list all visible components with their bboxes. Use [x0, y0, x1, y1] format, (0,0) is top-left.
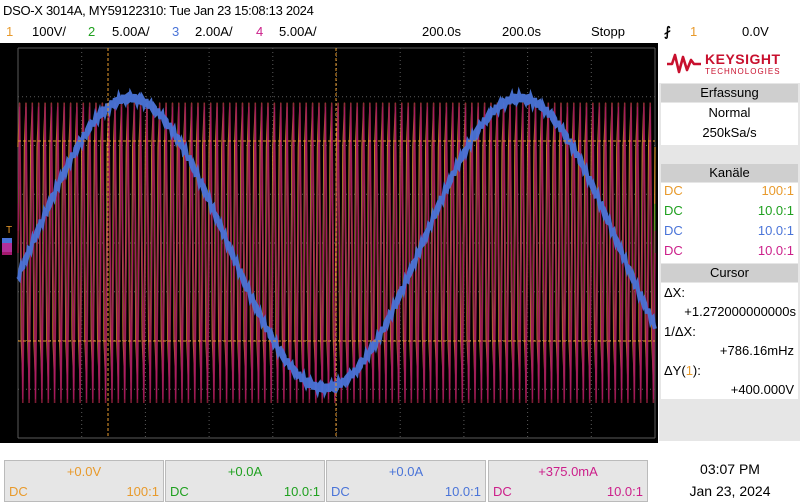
- channel-1-probe-bottom: 100:1: [126, 484, 159, 499]
- delta-x-label: ΔX:: [664, 285, 685, 300]
- keysight-wave-icon: [667, 53, 701, 74]
- ground-marker-1: T: [6, 225, 12, 236]
- time-delay[interactable]: 200.0s: [502, 24, 542, 39]
- channel-3-coupling-bottom: DC: [331, 484, 350, 499]
- trigger-level[interactable]: 0.0V: [742, 24, 769, 39]
- channel-1-offset: +0.0V: [66, 464, 102, 479]
- ch1-scale[interactable]: 100V/: [32, 24, 66, 39]
- delta-y-suffix: ):: [692, 363, 701, 378]
- time-scale[interactable]: 200.0s: [422, 24, 462, 39]
- channel-bar: 1 100V/ 2 5.00A/ 3 2.00A/ 4 5.00A/ 200.0…: [0, 22, 800, 42]
- channels-panel: DC 100:1 DC 10.0:1 DC 10.0:1 DC 10.0:1: [661, 183, 798, 263]
- ch3-number[interactable]: 3: [172, 24, 180, 39]
- inverse-delta-x-value: +786.16mHz: [719, 343, 794, 358]
- channel-4-probe-bottom: 10.0:1: [606, 484, 643, 499]
- channel-3-coupling: DC: [664, 223, 683, 238]
- channel-2-coupling: DC: [664, 203, 683, 218]
- window-title: DSO-X 3014A, MY59122310: Tue Jan 23 15:0…: [3, 3, 314, 18]
- sample-rate: 250kSa/s: [702, 125, 757, 140]
- cursor-header[interactable]: Cursor: [661, 264, 798, 282]
- channel-3-probe: 10.0:1: [757, 223, 794, 238]
- ch2-scale[interactable]: 5.00A/: [112, 24, 150, 39]
- channel-4-coupling: DC: [664, 243, 683, 258]
- channel-2-probe-bottom: 10.0:1: [283, 484, 320, 499]
- trigger-edge-icon: ⨏: [664, 24, 671, 39]
- ground-marker-4: [2, 243, 12, 255]
- channel-3-offset-panel[interactable]: +0.0A DC 10.0:1: [326, 460, 486, 502]
- channel-1-coupling-bottom: DC: [9, 484, 28, 499]
- channel-2-coupling-bottom: DC: [170, 484, 189, 499]
- channel-1-coupling: DC: [664, 183, 683, 198]
- ch3-scale[interactable]: 2.00A/: [195, 24, 233, 39]
- cursor-panel: ΔX: +1.272000000000s 1/ΔX: +786.16mHz ΔY…: [661, 283, 798, 399]
- channel-3-probe-bottom: 10.0:1: [444, 484, 481, 499]
- channel-1-probe: 100:1: [761, 183, 794, 198]
- run-status[interactable]: Stopp: [591, 24, 625, 39]
- delta-y-value: +400.000V: [730, 382, 794, 397]
- channel-2-offset-panel[interactable]: +0.0A DC 10.0:1: [165, 460, 325, 502]
- channel-4-offset-panel[interactable]: +375.0mA DC 10.0:1: [488, 460, 648, 502]
- acquisition-header[interactable]: Erfassung: [661, 84, 798, 102]
- waveform-svg: T: [2, 47, 657, 439]
- brand-subtitle: TECHNOLOGIES: [705, 67, 781, 76]
- ch4-number[interactable]: 4: [256, 24, 264, 39]
- channel-4-offset: +375.0mA: [538, 464, 598, 479]
- channel-2-probe: 10.0:1: [757, 203, 794, 218]
- channels-header[interactable]: Kanäle: [661, 164, 798, 182]
- ch2-number[interactable]: 2: [88, 24, 96, 39]
- brand-logo: KEYSIGHT TECHNOLOGIES: [659, 43, 800, 83]
- clock: 03:07 PM Jan 23, 2024: [660, 458, 800, 502]
- channel-3-offset: +0.0A: [388, 464, 424, 479]
- channel-offset-bar: +0.0V DC 100:1 +0.0A DC 10.0:1 +0.0A DC …: [0, 455, 654, 503]
- delta-y-prefix: ΔY(: [664, 363, 686, 378]
- channel-2-offset: +0.0A: [227, 464, 263, 479]
- acquisition-mode: Normal: [708, 105, 751, 120]
- delta-x-value: +1.272000000000s: [684, 304, 796, 319]
- channel-4-probe: 10.0:1: [757, 243, 794, 258]
- delta-y-label: ΔY(1):: [664, 363, 701, 378]
- ch1-number[interactable]: 1: [6, 24, 14, 39]
- clock-time: 03:07 PM: [700, 461, 760, 477]
- ch4-scale[interactable]: 5.00A/: [279, 24, 317, 39]
- acquisition-panel: Normal 250kSa/s: [661, 103, 798, 145]
- waveform-display[interactable]: T: [0, 43, 658, 443]
- delta-y-channel: 1: [685, 363, 693, 378]
- brand-name: KEYSIGHT: [705, 51, 781, 67]
- clock-date: Jan 23, 2024: [689, 483, 771, 499]
- channel-1-offset-panel[interactable]: +0.0V DC 100:1: [4, 460, 164, 502]
- inverse-delta-x-label: 1/ΔX:: [664, 324, 696, 339]
- trigger-source[interactable]: 1: [690, 24, 698, 39]
- channel-4-coupling-bottom: DC: [493, 484, 512, 499]
- sidebar: KEYSIGHT TECHNOLOGIES Erfassung Normal 2…: [659, 43, 800, 441]
